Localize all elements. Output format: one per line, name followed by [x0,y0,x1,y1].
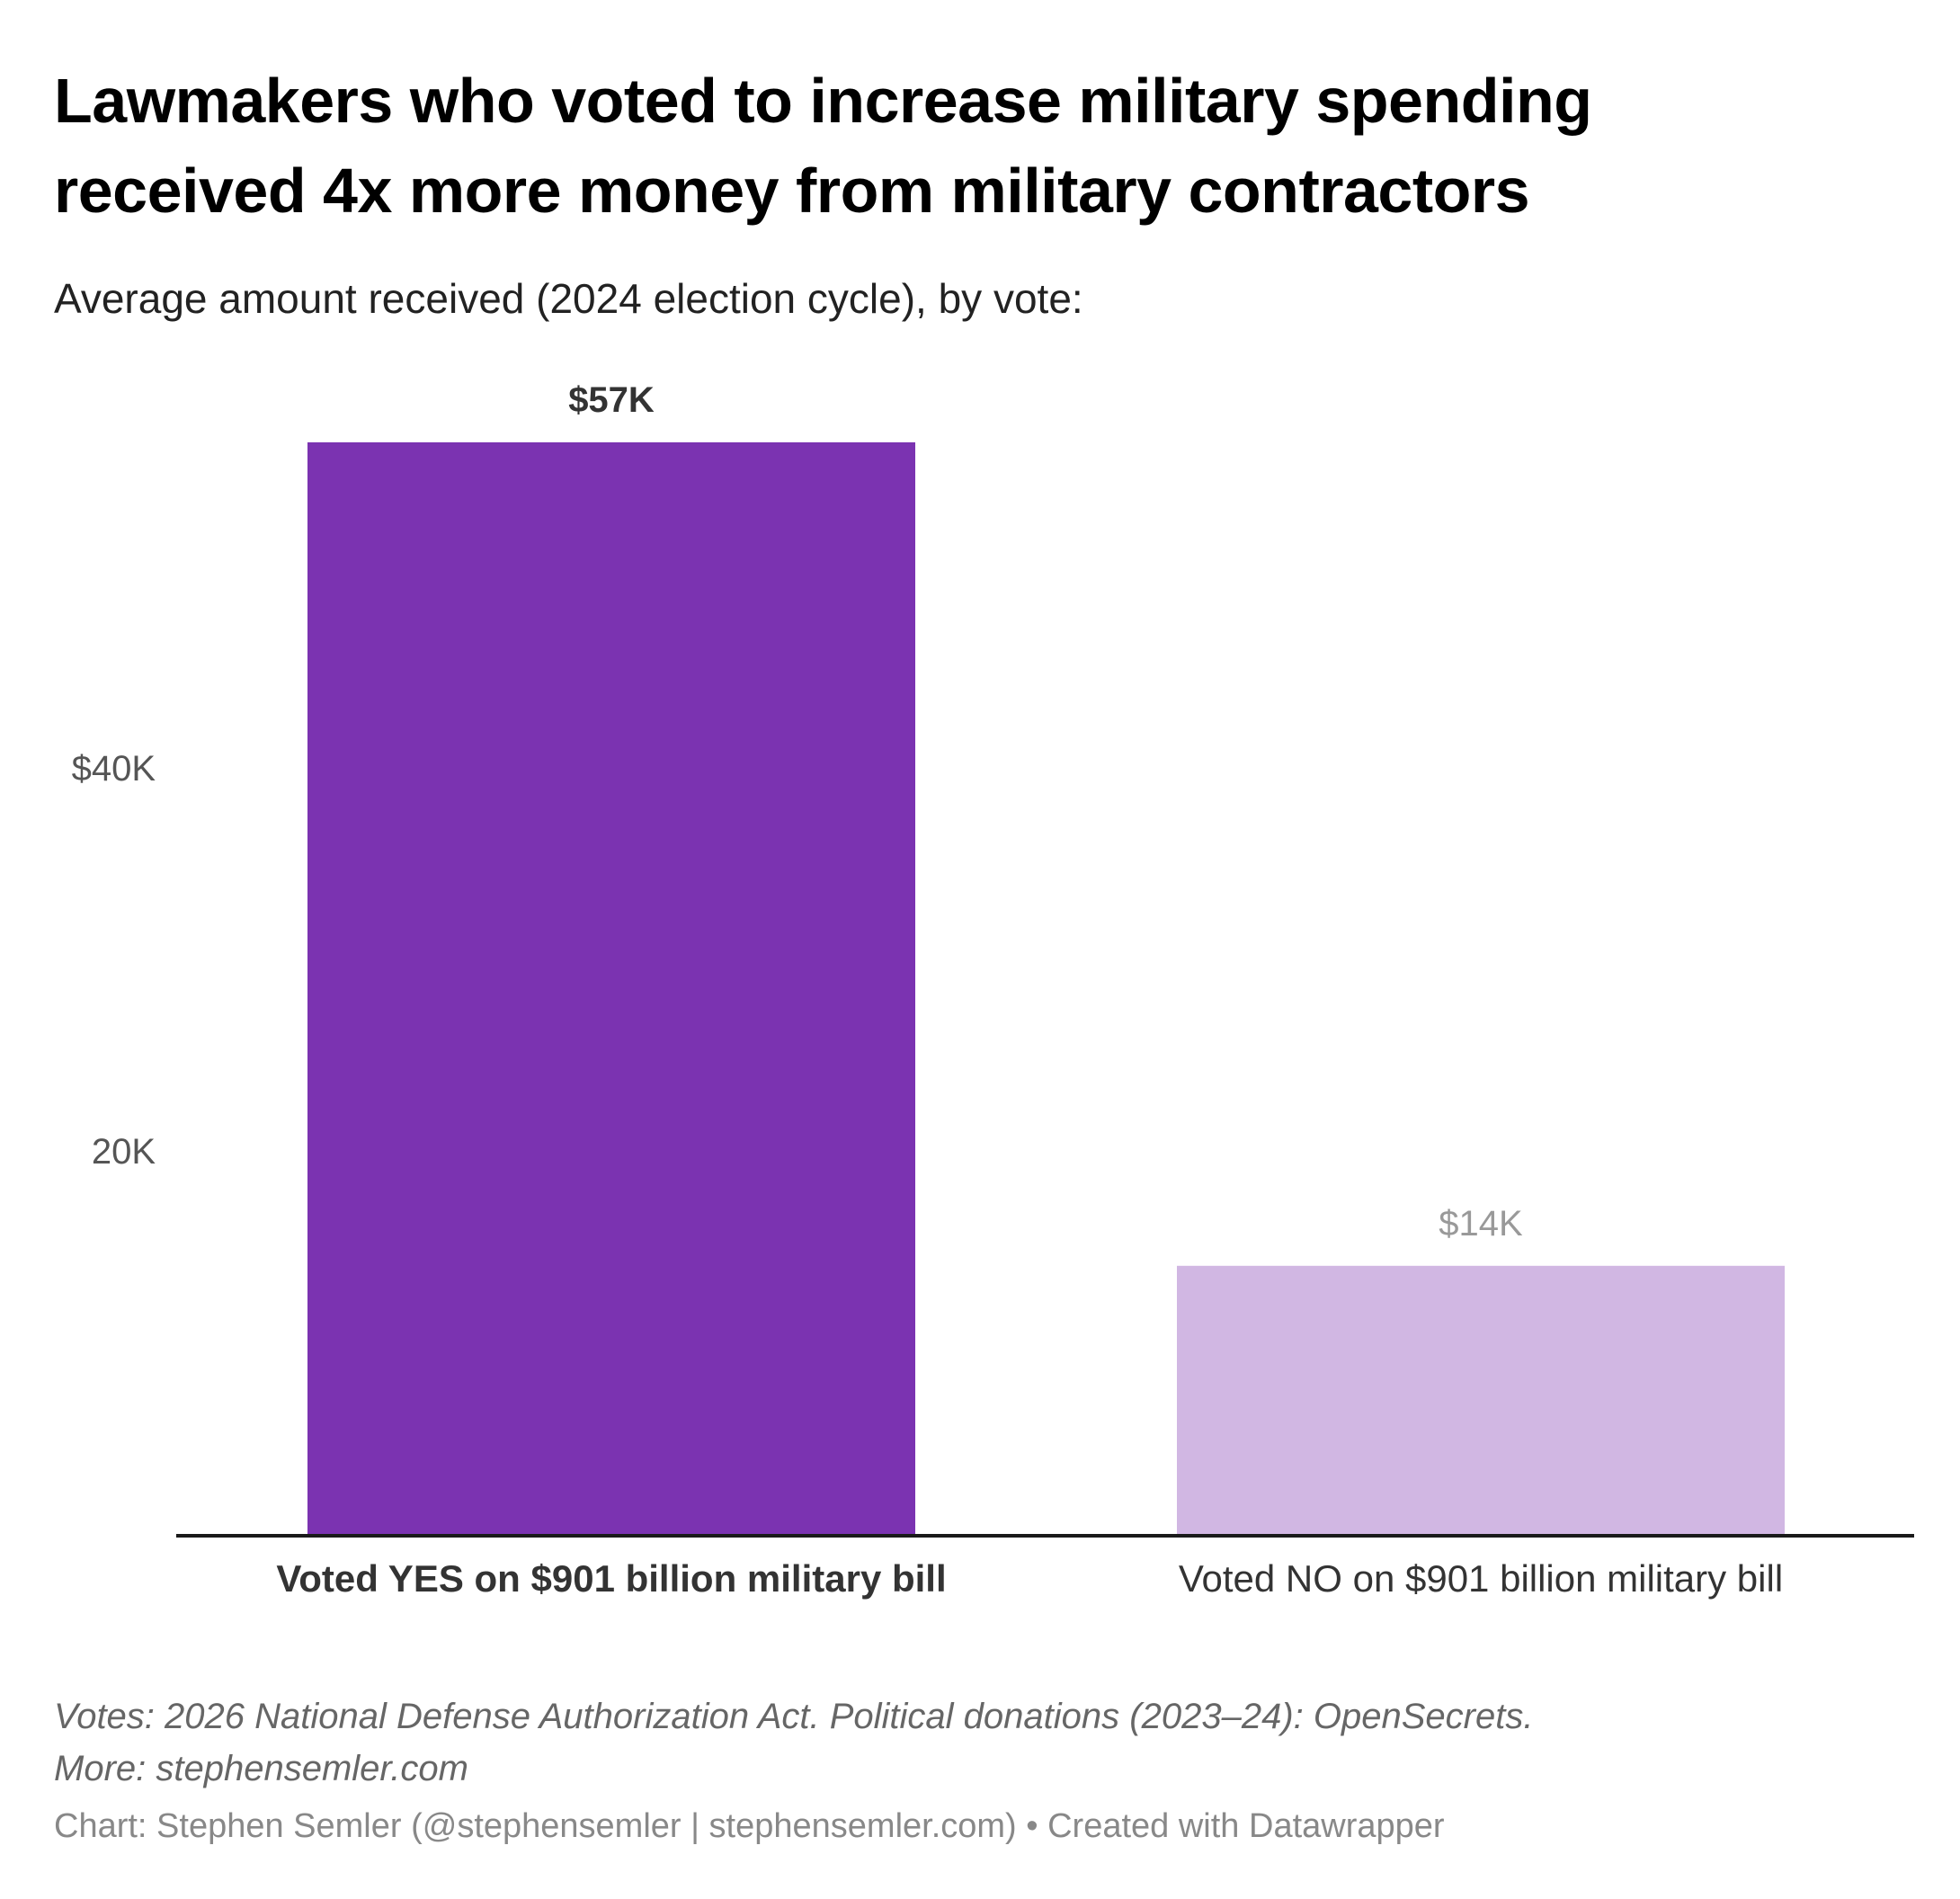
notes-line-2: More: stephensemler.com [54,1749,468,1788]
title-line-2: received 4x more money from military con… [54,156,1530,226]
category-label: Voted NO on $901 billion military bill [1179,1557,1783,1600]
value-label: $57K [568,380,655,420]
bar-no [1177,1265,1785,1534]
notes-line-1: Votes: 2026 National Defense Authorizati… [54,1697,1534,1736]
y-tick-label: 20K [92,1132,156,1172]
chart-credit: Chart: Stephen Semler (@stephensemler | … [54,1807,1445,1845]
category-label: Voted YES on $901 billion military bill [276,1557,946,1600]
title-line-1: Lawmakers who voted to increase military… [54,66,1592,136]
chart-notes: Votes: 2026 National Defense Authorizati… [54,1690,1533,1795]
bar-yes [307,441,915,1534]
chart-title: Lawmakers who voted to increase military… [54,56,1592,236]
chart-subtitle: Average amount received (2024 election c… [54,275,1083,322]
y-tick-label: $40K [72,749,156,789]
value-label: $14K [1439,1204,1523,1244]
